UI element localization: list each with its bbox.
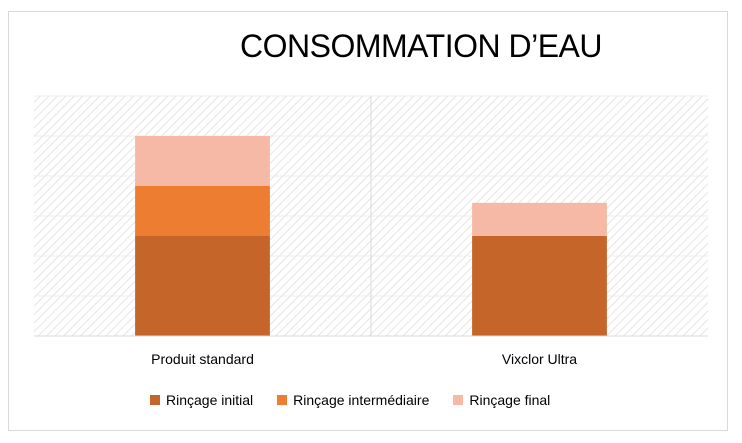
- chart-title: CONSOMMATION D’EAU: [240, 28, 602, 64]
- category-label: Produit standard: [151, 351, 254, 367]
- bar-segment-1-1: [135, 236, 270, 336]
- legend-label: Rinçage final: [469, 392, 551, 408]
- category-label: Vixclor Ultra: [502, 351, 577, 367]
- bar-segment-1-3: [135, 136, 270, 186]
- legend: Rinçage initial Rinçage intermédiaire Rinç…: [150, 392, 550, 408]
- legend-swatch: [277, 395, 288, 405]
- legend-label: Rinçage intermédiaire: [293, 392, 430, 408]
- legend-item: Rinçage final: [453, 392, 550, 408]
- legend-swatch: [453, 395, 464, 405]
- bar-segment-1-2: [135, 186, 270, 236]
- legend-swatch: [150, 395, 160, 405]
- legend-item: Rinçage initial: [150, 392, 253, 408]
- bar-segment-2-1: [472, 236, 607, 336]
- legend-item: Rinçage intermédiaire: [277, 392, 429, 408]
- bar-segment-2-3: [472, 202, 607, 236]
- legend-label: Rinçage initial: [166, 392, 254, 408]
